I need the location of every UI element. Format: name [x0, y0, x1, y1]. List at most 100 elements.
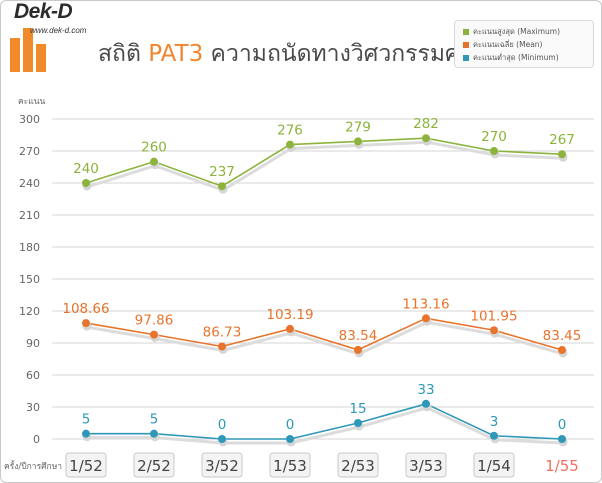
data-point-mean: [558, 345, 566, 354]
data-point-maximum: [354, 137, 362, 146]
data-point-maximum: [558, 150, 566, 159]
x-tick-label: 1/55: [545, 457, 579, 475]
data-point-minimum: [354, 419, 362, 427]
y-tick-label: 300: [19, 113, 40, 126]
legend-item-minimum: คะแนนต่ำสุด (Minimum): [463, 52, 559, 64]
series-line-shadow: [86, 140, 564, 192]
y-tick-label: 60: [26, 369, 40, 382]
y-tick-label: 120: [19, 305, 40, 318]
title-accent: PAT3: [148, 41, 204, 67]
series-line-minimum: [86, 402, 563, 440]
y-tick-label: 90: [26, 337, 40, 350]
logo-text: Dek-D: [14, 0, 73, 23]
data-point-mean: [82, 319, 90, 328]
x-category-box: [65, 452, 107, 478]
x-tick-label: 2/53: [341, 457, 375, 475]
x-category-box: [201, 452, 243, 478]
legend-swatch-mean: [463, 42, 469, 48]
data-label-maximum: 267: [549, 132, 575, 148]
data-label-minimum: 5: [150, 412, 159, 428]
legend-item-mean: คะแนนเฉลี่ย (Mean): [463, 39, 542, 51]
header: Dek-D www.dek-d.com สถิติ PAT3 ความถนัดท…: [0, 0, 602, 92]
y-tick-label: 0: [33, 433, 40, 446]
x-category: 1/53: [269, 452, 311, 478]
data-label-maximum: 279: [345, 119, 371, 135]
legend-swatch-minimum: [463, 55, 469, 61]
data-point-minimum: [422, 399, 430, 408]
data-point-minimum: [286, 435, 294, 443]
y-tick-label: 30: [26, 401, 40, 414]
legend-label: คะแนนสูงสุด (Maximum): [473, 27, 561, 36]
data-label-maximum: 240: [73, 161, 99, 177]
series-line-shadow: [87, 406, 564, 445]
data-label-mean: 86.73: [203, 324, 242, 340]
data-point-mean: [150, 330, 158, 339]
data-point-maximum: [218, 182, 226, 191]
x-category-box: [405, 452, 447, 478]
x-tick-label: 1/52: [69, 457, 103, 475]
data-label-mean: 83.45: [543, 328, 582, 344]
data-label-mean: 101.95: [470, 308, 517, 324]
data-point-mean: [490, 326, 498, 335]
x-axis-label: ครั้ง/ปีการศึกษา: [4, 460, 62, 472]
y-tick-label: 270: [19, 145, 40, 158]
y-tick-label: 150: [19, 273, 40, 286]
data-point-mean: [354, 345, 362, 354]
data-label-minimum: 3: [490, 414, 499, 430]
x-category: 3/53: [405, 452, 447, 478]
data-point-maximum: [422, 134, 430, 143]
data-point-maximum: [150, 157, 158, 166]
data-label-maximum: 270: [481, 129, 507, 145]
data-label-maximum: 276: [277, 123, 303, 139]
x-tick-label: 3/53: [409, 457, 443, 475]
logo-bars-icon: [10, 28, 46, 72]
legend-label: คะแนนเฉลี่ย (Mean): [473, 40, 543, 49]
x-category: 1/52: [65, 452, 107, 478]
data-label-mean: 103.19: [266, 307, 313, 323]
y-tick-label: 240: [19, 177, 40, 190]
data-label-maximum: 237: [209, 164, 235, 180]
x-category-box: [337, 452, 379, 478]
logo-url: www.dek-d.com: [30, 26, 87, 35]
data-point-maximum: [82, 179, 90, 187]
data-label-minimum: 0: [558, 417, 567, 433]
data-point-mean: [286, 324, 294, 333]
series-line-shadow: [86, 320, 564, 356]
legend-swatch-maximum: [463, 29, 469, 35]
data-label-minimum: 33: [417, 382, 434, 398]
legend: คะแนนสูงสุด (Maximum) คะแนนเฉลี่ย (Mean)…: [454, 20, 594, 68]
data-point-minimum: [82, 429, 90, 438]
data-point-maximum: [286, 140, 294, 149]
data-label-maximum: 282: [413, 116, 439, 132]
y-axis-ticks: 0 30 60 90 120 150 180 210 240 270 300: [19, 113, 40, 446]
x-category: 1/54: [473, 452, 515, 478]
data-label-minimum: 15: [349, 401, 366, 417]
data-point-minimum: [218, 435, 226, 443]
x-tick-label: 1/53: [273, 457, 307, 475]
data-label-minimum: 5: [82, 412, 91, 428]
data-point-maximum: [490, 147, 498, 155]
x-tick-label: 1/54: [477, 457, 511, 475]
x-category: 1/55: [545, 457, 579, 475]
data-point-minimum: [150, 429, 158, 438]
data-point-minimum: [558, 435, 566, 443]
x-category: 2/53: [337, 452, 379, 478]
x-category-box: [269, 452, 311, 478]
x-category: 3/52: [201, 452, 243, 478]
x-axis-categories: 1/52 2/52 3/52 1/53 2/53 3/53 1/54 1/55: [65, 452, 579, 478]
data-point-mean: [218, 342, 226, 351]
grid-lines: [52, 118, 594, 440]
data-label-maximum: 260: [141, 140, 167, 156]
legend-item-maximum: คะแนนสูงสุด (Maximum): [463, 26, 560, 38]
data-label-mean: 97.86: [135, 313, 174, 329]
series-line-maximum: [85, 137, 563, 188]
y-tick-label: 180: [19, 241, 40, 254]
data-point-mean: [422, 314, 430, 323]
y-tick-label: 210: [19, 209, 40, 222]
series-line-mean: [85, 317, 563, 351]
data-label-minimum: 0: [218, 417, 227, 433]
series-group: 240 260 237 276 279 282 270 267 108.66 97.86 86.73…: [62, 116, 582, 447]
data-label-minimum: 0: [286, 417, 295, 433]
